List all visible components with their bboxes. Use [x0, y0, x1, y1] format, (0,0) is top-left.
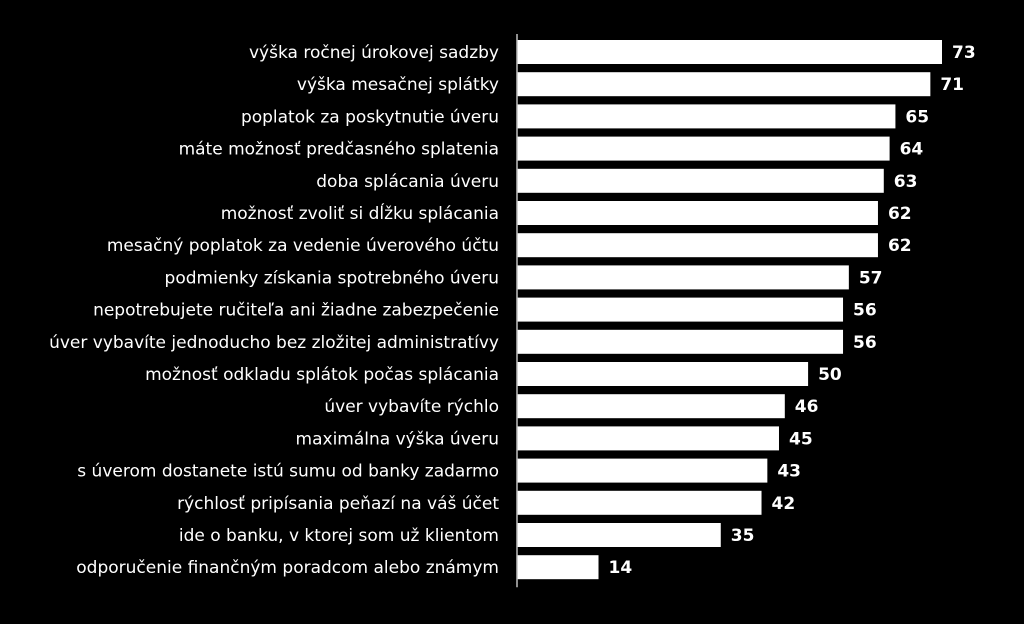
category-label: nepotrebujete ručiteľa ani žiadne zabezp… [93, 301, 499, 321]
bar [517, 458, 768, 483]
bar [517, 555, 599, 580]
data-label: 43 [777, 462, 801, 482]
bar [517, 523, 721, 547]
category-label: maximálna výška úveru [296, 429, 499, 449]
category-label: výška mesačnej splátky [297, 75, 499, 95]
category-label: úver vybavíte jednoducho bez zložitej ad… [49, 333, 499, 353]
bar [517, 168, 884, 193]
data-label: 46 [795, 397, 819, 417]
data-label: 62 [888, 236, 912, 256]
category-label: ide o banku, v ktorej som už klientom [179, 526, 499, 546]
category-label: úver vybavíte rýchlo [324, 397, 499, 417]
data-label: 73 [952, 43, 976, 63]
category-label: doba splácania úveru [316, 172, 499, 192]
category-label: s úverom dostanete istú sumu od banky za… [77, 462, 499, 482]
data-label: 42 [772, 494, 796, 514]
bar [517, 297, 844, 322]
bar [517, 201, 878, 225]
data-label: 65 [905, 107, 929, 127]
data-label: 57 [859, 268, 883, 288]
category-label: odporučenie finančným poradcom alebo zná… [76, 558, 499, 578]
data-label: 64 [900, 140, 924, 160]
category-label: rýchlosť pripísania peňazí na váš účet [177, 494, 499, 514]
data-label: 71 [940, 75, 964, 95]
data-label: 62 [888, 204, 912, 224]
category-label: máte možnosť predčasného splatenia [179, 140, 499, 160]
data-label: 50 [818, 365, 842, 385]
data-label: 63 [894, 172, 918, 192]
data-label: 56 [853, 301, 877, 321]
bar [517, 136, 890, 161]
data-label: 14 [609, 558, 633, 578]
bar [517, 40, 942, 64]
data-label: 45 [789, 429, 813, 449]
category-label: výška ročnej úrokovej sadzby [249, 43, 499, 63]
bar [517, 329, 844, 354]
category-label: možnosť odkladu splátok počas splácania [145, 365, 499, 385]
category-label: mesačný poplatok za vedenie úverového úč… [107, 236, 499, 256]
bar [517, 104, 896, 129]
bars [517, 40, 942, 580]
bar [517, 394, 785, 419]
category-labels: výška ročnej úrokovej sadzby výška mesačn… [49, 43, 499, 578]
bar [517, 490, 762, 515]
category-label: poplatok za poskytnutie úveru [241, 107, 499, 127]
bar [517, 72, 931, 97]
bar [517, 233, 878, 258]
data-label: 56 [853, 333, 877, 353]
bar [517, 362, 809, 386]
bar [517, 265, 849, 290]
category-label: podmienky získania spotrebného úveru [165, 268, 499, 288]
data-label: 35 [731, 526, 755, 546]
bar [517, 426, 779, 451]
category-label: možnosť zvoliť si dĺžku splácania [221, 202, 499, 224]
